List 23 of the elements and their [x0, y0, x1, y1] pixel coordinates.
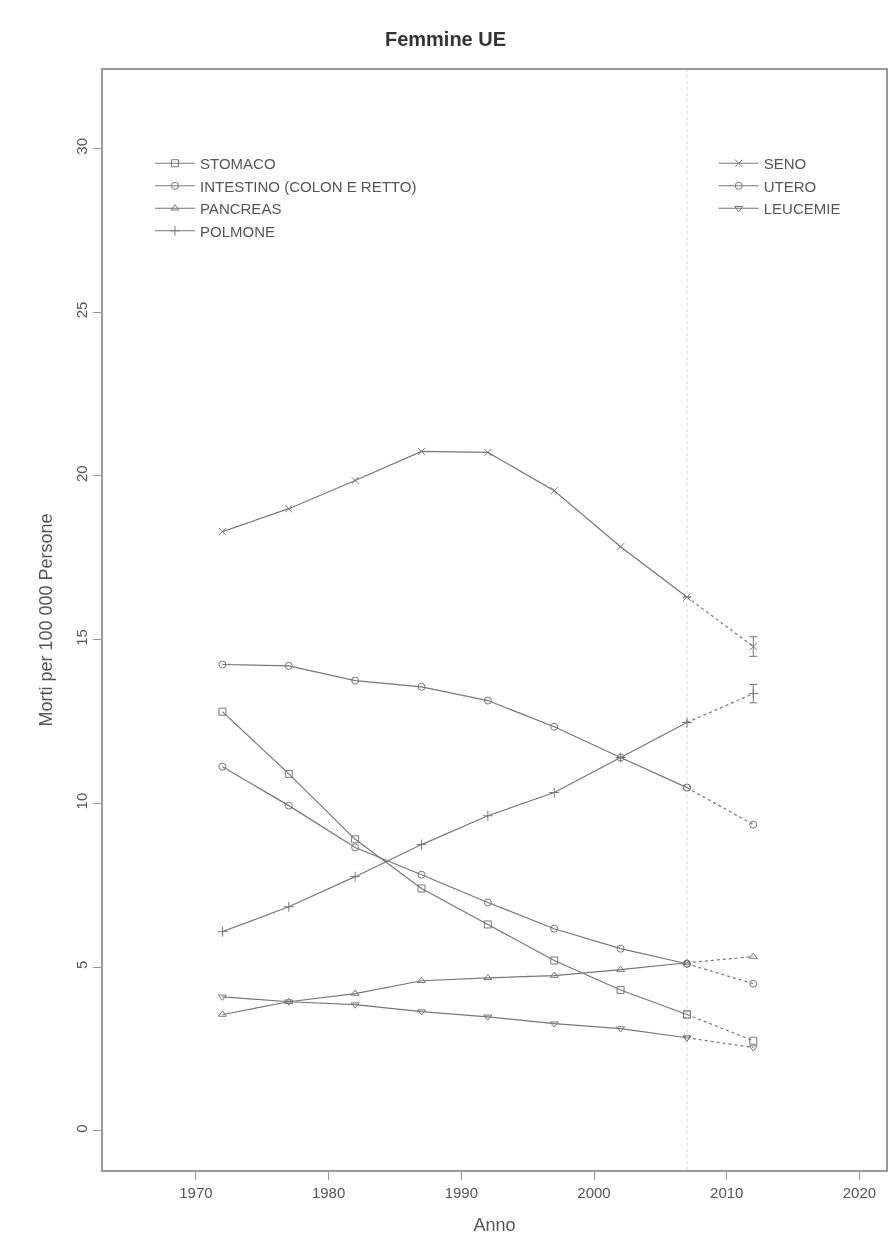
x-axis-title: Anno: [473, 1214, 516, 1235]
legend-label: INTESTINO (COLON E RETTO): [199, 177, 417, 195]
y-tick-label: 20: [73, 465, 90, 483]
x-tick-label: 1970: [179, 1184, 213, 1201]
legend-label: STOMACO: [199, 155, 276, 173]
y-tick-label: 5: [73, 960, 90, 969]
y-axis-title: Morti per 100 000 Persone: [35, 513, 56, 727]
x-tick-label: 2020: [842, 1184, 877, 1201]
legend-label: LEUCEMIE: [763, 200, 841, 218]
chart-title: Femmine UE: [384, 27, 507, 50]
x-tick-label: 2010: [710, 1184, 744, 1201]
y-tick-label: 30: [73, 137, 90, 155]
legend-label: SENO: [763, 155, 807, 173]
x-tick-label: 1980: [311, 1184, 346, 1201]
y-tick-label: 10: [73, 792, 90, 810]
legend-label: UTERO: [763, 177, 817, 195]
y-tick-label: 15: [73, 629, 90, 646]
x-tick-label: 1990: [444, 1184, 479, 1201]
x-tick-label: 2000: [577, 1184, 611, 1201]
legend-label: PANCREAS: [199, 200, 282, 218]
y-tick-label: 0: [73, 1124, 90, 1133]
y-tick-label: 25: [73, 301, 90, 319]
legend-label: POLMONE: [199, 222, 275, 240]
